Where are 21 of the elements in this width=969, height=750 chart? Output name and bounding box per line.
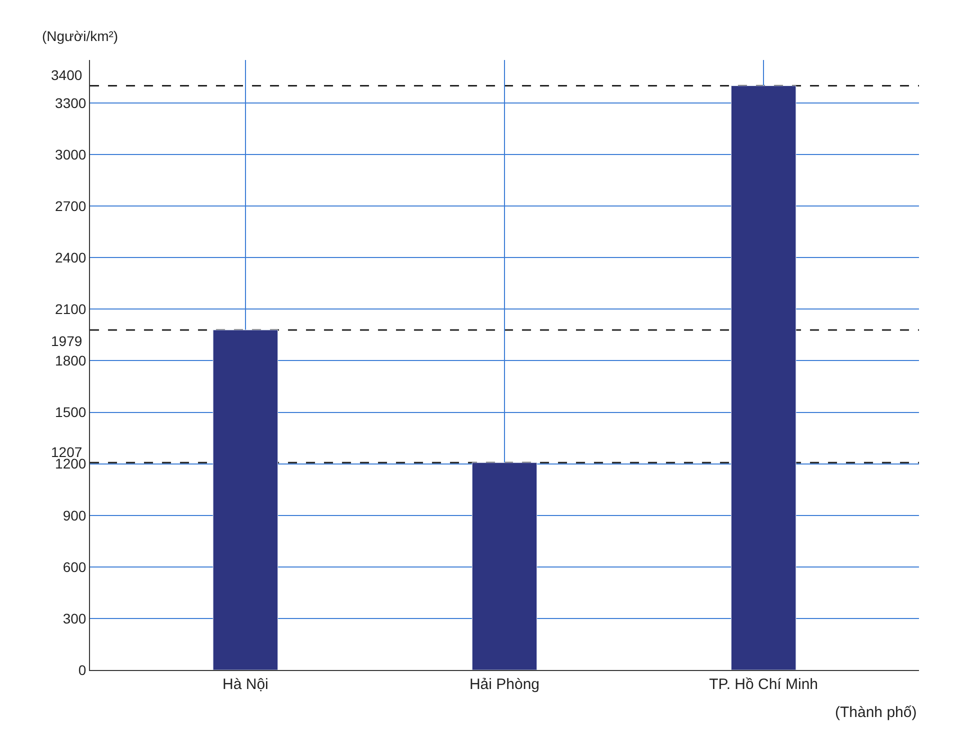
y-tick-label: 1500: [55, 404, 86, 420]
bar: [212, 330, 278, 670]
y-axis-title: (Người/km²): [42, 28, 118, 44]
x-axis-title: (Thành phố): [835, 704, 917, 721]
x-tick-label: Hà Nội: [222, 676, 268, 693]
y-tick-label: 3300: [55, 94, 86, 111]
y-tick-label: 900: [62, 507, 86, 524]
ref-line-label: 3400: [51, 67, 82, 83]
x-tick-label: Hải Phòng: [469, 676, 540, 693]
y-tick-label: 2700: [55, 198, 86, 214]
y-tick-label: 2400: [55, 250, 86, 266]
x-tick-label: TP. Hồ Chí Minh: [709, 676, 818, 693]
bar: [730, 86, 796, 670]
y-tick-label: 0: [78, 662, 86, 678]
y-tick-label: 600: [62, 558, 86, 575]
bar: [472, 462, 538, 670]
ref-line-label: 1979: [51, 333, 82, 349]
y-tick-label: 2100: [55, 301, 86, 318]
y-tick-label: 300: [62, 610, 86, 626]
y-tick-label: 3000: [55, 146, 86, 162]
y-tick-label: 1800: [55, 352, 86, 369]
